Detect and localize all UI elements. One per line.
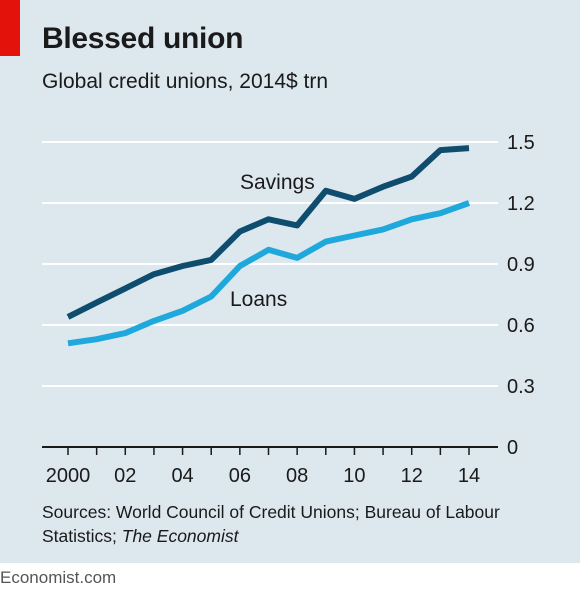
y-tick-label: 1.5	[507, 132, 535, 154]
series-line-loans	[67, 200, 471, 347]
x-tick-label: 04	[171, 465, 193, 487]
series-label-savings: Savings	[240, 171, 315, 194]
chart-subtitle: Global credit unions, 2014$ trn	[42, 70, 329, 93]
x-tick-label: 14	[458, 465, 480, 487]
source-italic: The Economist	[121, 526, 239, 546]
series-labels: Savings Loans	[230, 171, 315, 311]
y-tick-label: 0.9	[507, 254, 535, 276]
x-tick-label: 2000	[46, 465, 91, 487]
x-tick-label: 12	[401, 465, 423, 487]
y-tick-label: 0	[507, 437, 518, 459]
series-label-loans: Loans	[230, 288, 287, 311]
red-brand-tag	[0, 0, 20, 56]
y-tick-label: 1.2	[507, 193, 535, 215]
y-tick-label: 0.3	[507, 376, 535, 398]
x-axis: 2000 02 04 06 08 10 12 14	[42, 446, 498, 487]
x-tick-label: 06	[229, 465, 251, 487]
x-tick-label: 08	[286, 465, 308, 487]
chart-panel	[0, 0, 580, 563]
line-chart: 0 0.3 0.6 0.9 1.2 1.5 2000 02 04 06 08 10 12 14 Savi…	[42, 132, 535, 487]
y-tick-label: 0.6	[507, 315, 535, 337]
source-note: Sources: World Council of Credit Unions;…	[42, 500, 562, 548]
footer-credit: Economist.com	[0, 568, 117, 587]
source-text: Sources: World Council of Credit Unions;…	[42, 502, 500, 546]
x-tick-label: 02	[114, 465, 136, 487]
series-line-savings	[66, 145, 470, 320]
chart-title: Blessed union	[42, 22, 244, 55]
x-tick-label: 10	[343, 465, 365, 487]
series-lines	[66, 145, 471, 347]
gridlines: 0 0.3 0.6 0.9 1.2 1.5	[42, 132, 535, 459]
